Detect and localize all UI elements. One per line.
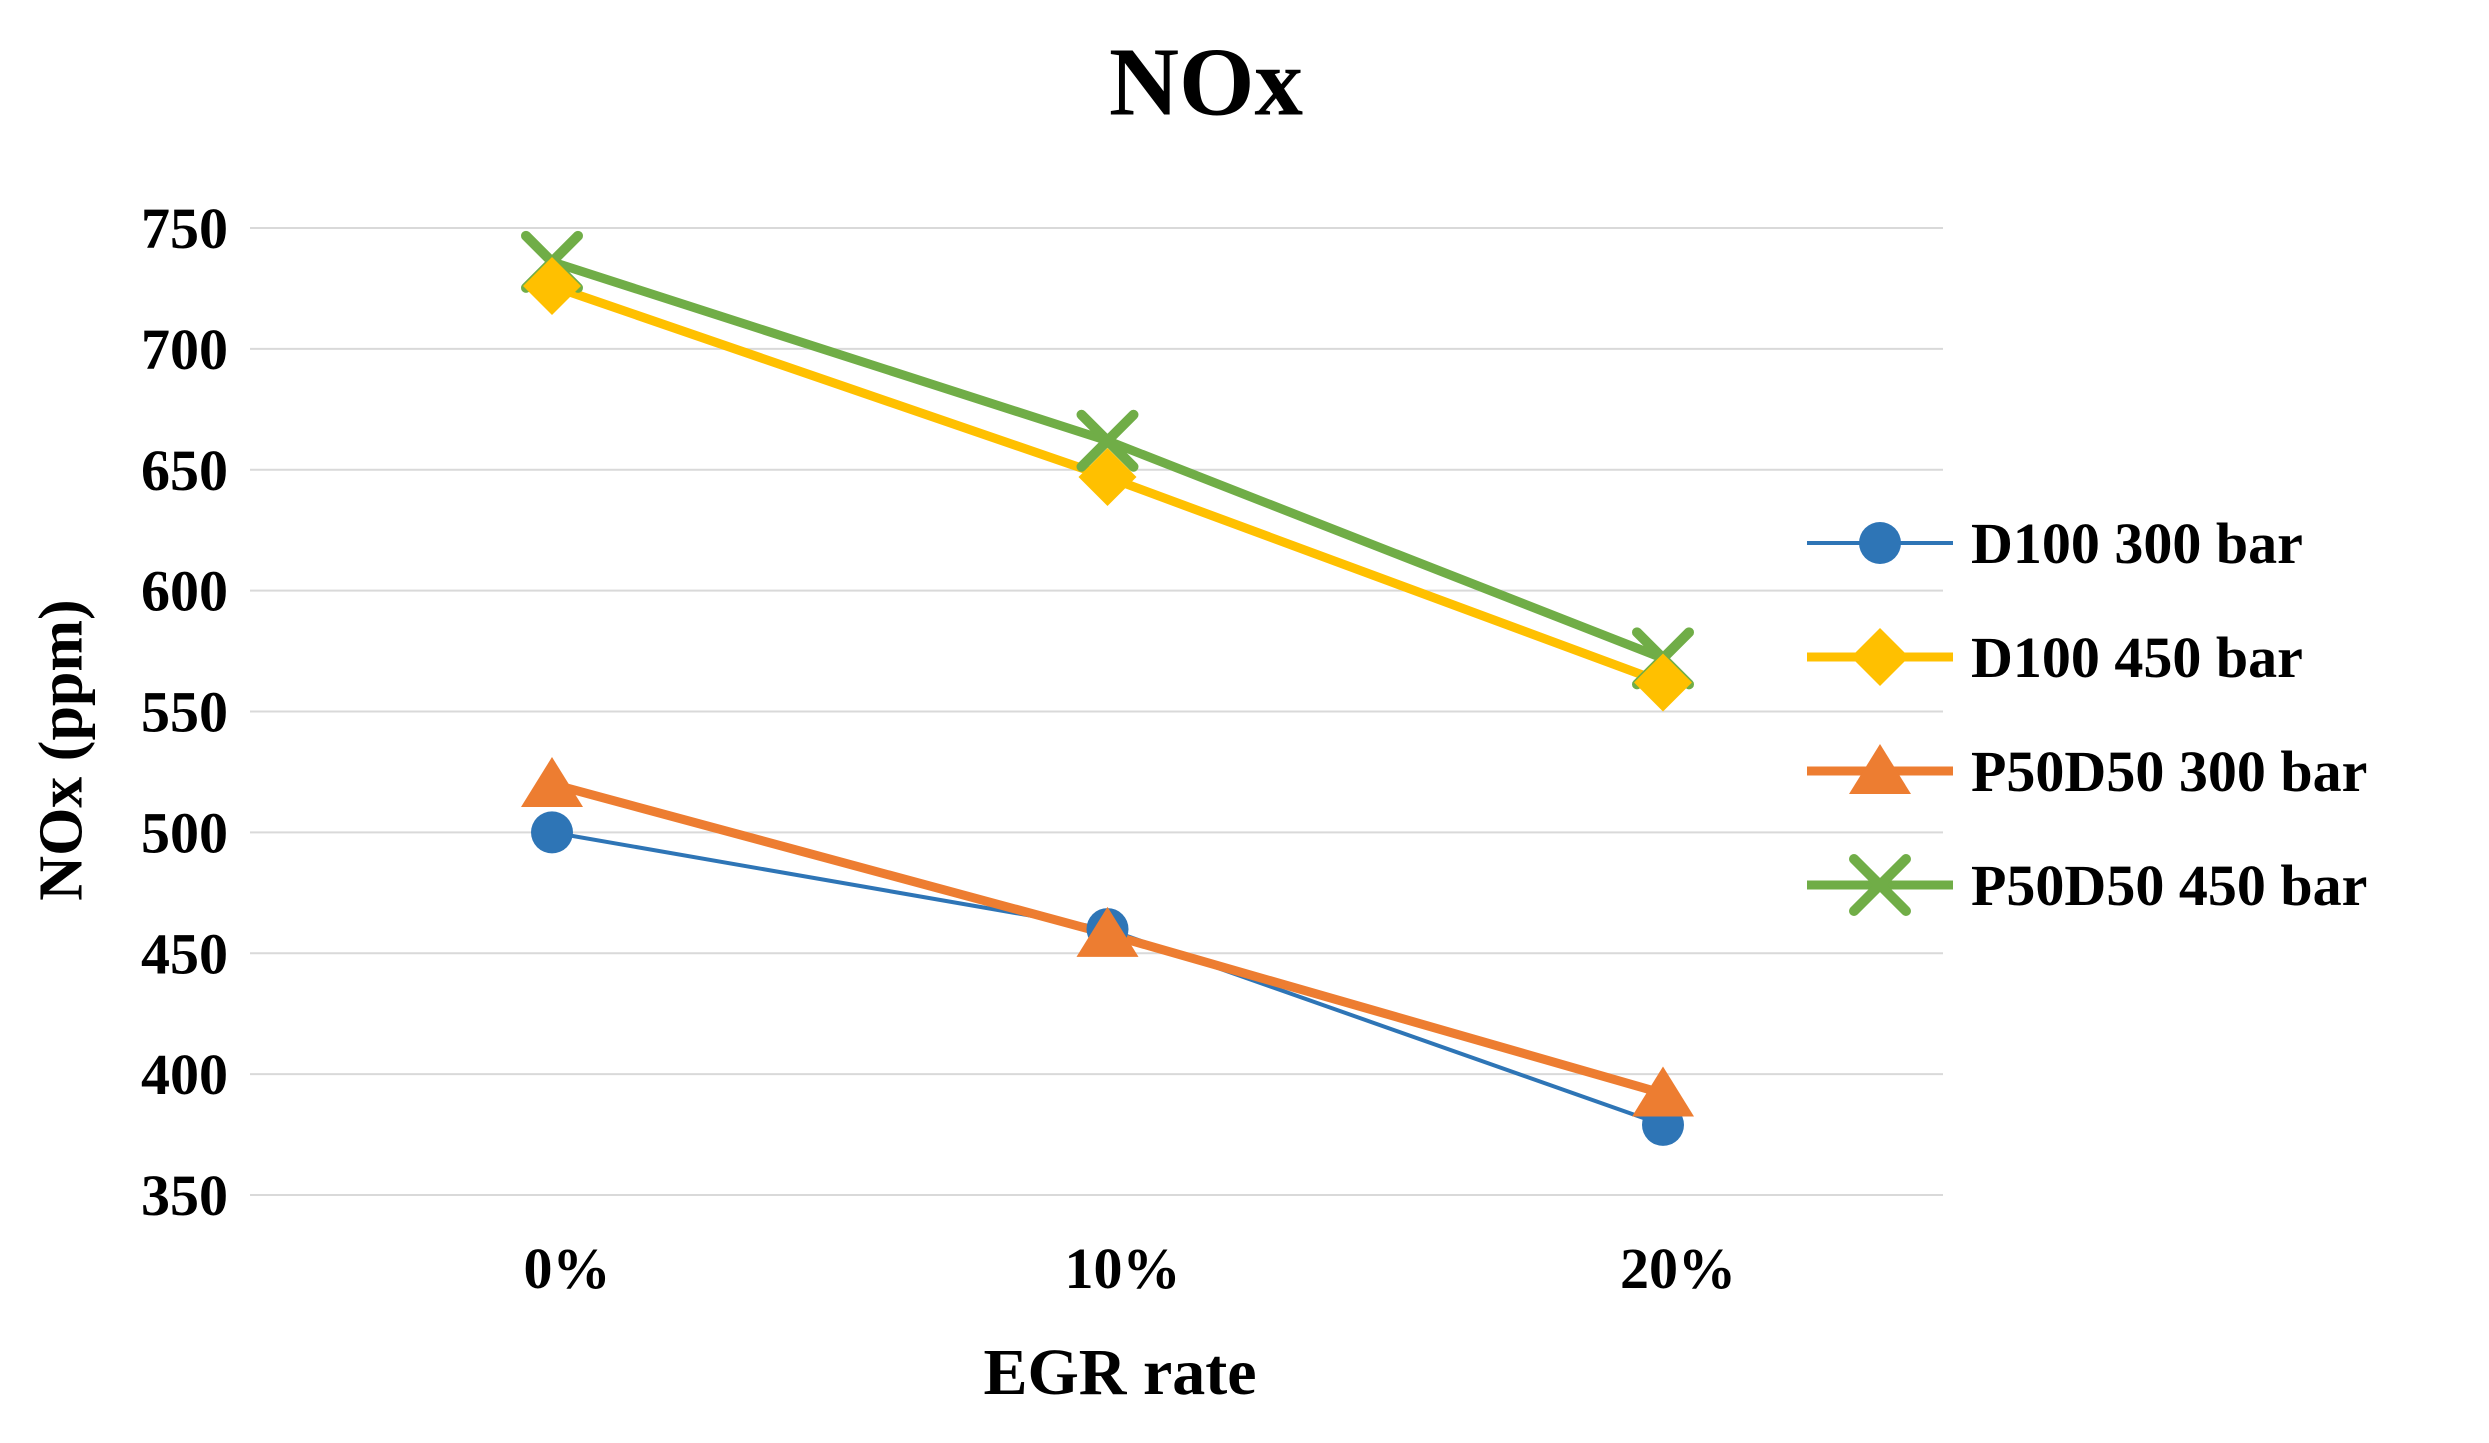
series-lines <box>550 257 1665 1127</box>
triangle-marker <box>1849 744 1911 794</box>
legend-diamond-marker-icon <box>1807 628 1953 686</box>
series-markers <box>521 230 1694 1146</box>
triangle-marker <box>521 757 583 808</box>
diamond-marker <box>1634 653 1692 712</box>
legend-circle-marker-icon <box>1807 522 1953 564</box>
circle-marker <box>531 811 573 854</box>
x-tick-label: 0% <box>524 1236 611 1301</box>
diamond-marker <box>1851 628 1909 686</box>
y-tick-label: 550 <box>141 680 228 745</box>
gridlines <box>250 227 1943 1196</box>
x-marker <box>1849 854 1911 916</box>
y-tick-label: 450 <box>141 921 228 986</box>
legend-item-p50d50-450-bar: P50D50 450 bar <box>1805 828 2367 942</box>
y-tick-label: 700 <box>141 317 228 382</box>
legend-label: D100 450 bar <box>1971 624 2303 690</box>
legend-item-d100-450-bar: D100 450 bar <box>1805 600 2367 714</box>
y-tick-label: 650 <box>141 438 228 503</box>
legend: D100 300 bar D100 450 bar P50D50 300 bar P5… <box>1805 486 2367 942</box>
legend-label: P50D50 300 bar <box>1971 738 2368 804</box>
y-tick-label: 750 <box>141 196 228 261</box>
triangle-marker <box>1632 1066 1694 1117</box>
x-marker <box>1076 409 1139 472</box>
series-line-d100-300-bar <box>551 830 1664 1127</box>
y-tick-label: 400 <box>141 1042 228 1107</box>
y-axis-title: NOx (ppm) <box>27 599 96 901</box>
circle-marker <box>1859 522 1901 564</box>
y-tick-label: 350 <box>141 1163 228 1228</box>
x-tick-labels: 0% 10% 20% <box>524 1236 1737 1301</box>
chart-title: NOx <box>1109 28 1303 136</box>
legend-triangle-marker-icon <box>1807 744 1953 794</box>
diamond-marker <box>523 257 581 316</box>
legend-item-d100-300-bar: D100 300 bar <box>1805 486 2367 600</box>
legend-x-marker-icon <box>1807 854 1953 916</box>
y-tick-label: 600 <box>141 559 228 624</box>
diamond-marker <box>1078 448 1137 507</box>
legend-label: D100 300 bar <box>1971 510 2303 576</box>
legend-item-p50d50-300-bar: P50D50 300 bar <box>1805 714 2367 828</box>
y-tick-label: 500 <box>141 800 228 865</box>
legend-label: P50D50 450 bar <box>1971 852 2368 918</box>
x-axis-title: EGR rate <box>983 1336 1257 1409</box>
x-tick-label: 10% <box>1065 1236 1181 1301</box>
triangle-marker <box>1076 906 1139 957</box>
y-tick-labels: 750 700 650 600 550 500 450 400 350 <box>141 196 228 1228</box>
x-tick-label: 20% <box>1620 1236 1736 1301</box>
